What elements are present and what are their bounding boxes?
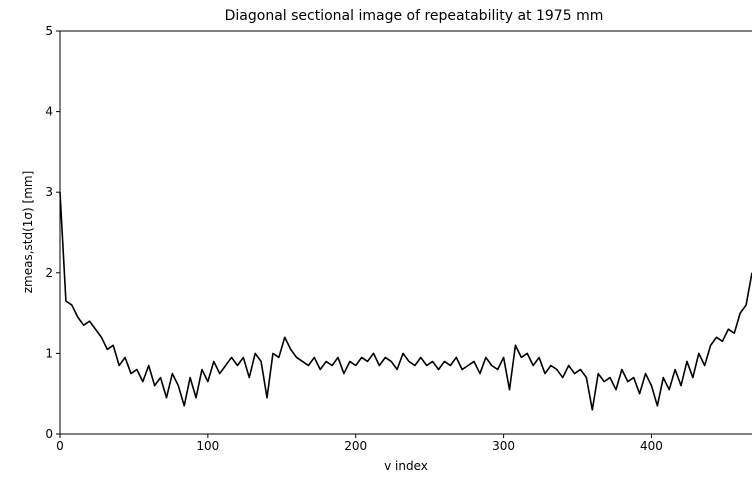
y-tick-label: 3 — [45, 185, 53, 199]
y-tick-label: 4 — [45, 105, 53, 119]
y-tick-label: 1 — [45, 346, 53, 360]
y-tick-label: 2 — [45, 266, 53, 280]
x-tick-label: 0 — [56, 439, 64, 453]
x-tick-label: 300 — [492, 439, 515, 453]
data-line — [59, 192, 752, 411]
x-axis-label: v index — [384, 459, 428, 473]
x-tick-label: 200 — [344, 439, 367, 453]
y-tick-label: 0 — [45, 427, 53, 441]
y-tick-label: 5 — [45, 24, 53, 38]
chart-title: Diagonal sectional image of repeatabilit… — [225, 8, 604, 24]
x-tick-label: 100 — [196, 439, 219, 453]
y-axis-label: zmeas,std(1σ) [mm] — [21, 171, 35, 294]
x-tick-label: 400 — [640, 439, 663, 453]
